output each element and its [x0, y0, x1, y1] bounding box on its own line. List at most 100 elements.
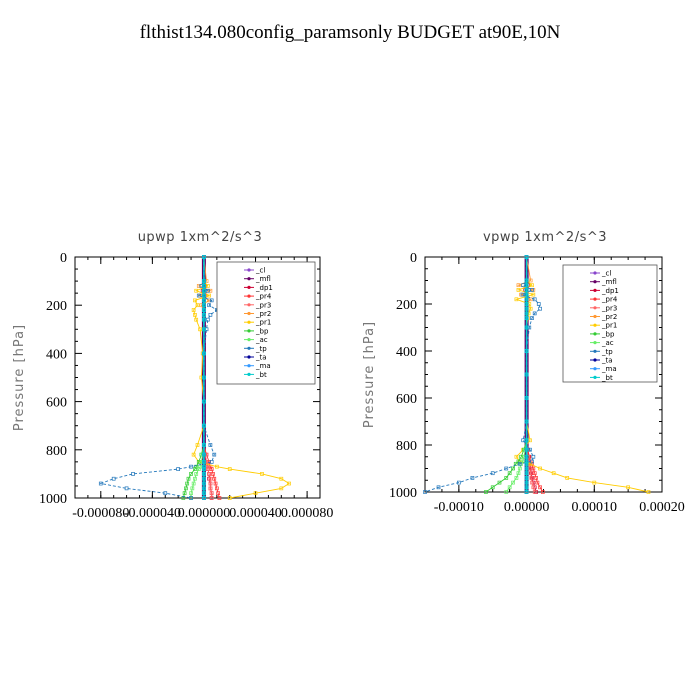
chart-2: vpwp 1xm^2/s^3 Pressure [hPa] 0 200 400 600 80…	[362, 230, 685, 515]
x-tick-label: -0.00010	[434, 500, 484, 515]
data-point	[213, 481, 218, 486]
data-point	[504, 476, 509, 480]
data-point	[517, 466, 522, 471]
legend-marker	[593, 288, 597, 292]
data-point	[279, 476, 284, 481]
data-point	[208, 312, 213, 317]
data-point	[186, 476, 191, 481]
y-tick-label: 400	[396, 345, 417, 360]
data-point	[202, 443, 206, 447]
data-point	[202, 460, 206, 464]
legend-marker	[593, 367, 597, 371]
data-point	[193, 312, 197, 317]
data-point	[528, 471, 533, 476]
data-point	[205, 288, 210, 293]
legend-label: _ma	[255, 362, 271, 370]
data-point	[490, 485, 495, 490]
data-point	[524, 278, 529, 283]
legend-marker	[247, 329, 251, 333]
legend-marker	[593, 349, 597, 353]
page-title: flthist134.080config_paramsonly BUDGET a…	[139, 22, 561, 43]
legend-marker	[593, 341, 597, 345]
data-point	[176, 467, 181, 471]
data-point	[202, 491, 206, 496]
data-point	[189, 472, 193, 476]
data-point	[202, 317, 206, 322]
data-point	[521, 283, 526, 288]
legend-marker	[593, 323, 597, 327]
data-point	[209, 496, 214, 500]
data-point	[436, 485, 441, 490]
data-point	[529, 476, 534, 480]
data-point	[524, 316, 529, 320]
data-point	[202, 298, 206, 303]
legend-marker	[247, 320, 251, 324]
data-point	[209, 491, 214, 496]
legend-label: _mfl	[601, 278, 617, 286]
data-point	[524, 396, 529, 400]
legend-label: _bp	[601, 330, 615, 338]
data-point	[163, 491, 168, 496]
data-point	[530, 316, 534, 320]
data-point	[202, 399, 206, 404]
y-tick-label: 600	[396, 392, 417, 407]
data-point	[202, 423, 206, 428]
data-point	[524, 466, 529, 471]
series-line-bp	[182, 257, 205, 499]
data-point	[524, 297, 529, 302]
data-point	[538, 485, 542, 490]
y-tick-label: 600	[46, 396, 67, 411]
y-tick-label: 200	[46, 299, 67, 314]
data-point	[470, 476, 475, 480]
data-point	[514, 297, 519, 302]
data-point	[532, 297, 537, 302]
data-point	[185, 481, 190, 486]
data-point	[530, 480, 534, 485]
data-point	[202, 312, 206, 317]
data-point	[646, 490, 651, 494]
data-point	[540, 490, 545, 494]
data-point	[208, 288, 213, 293]
data-point	[514, 454, 519, 459]
data-point	[532, 311, 537, 316]
legend-box	[562, 264, 658, 383]
legend-marker	[593, 306, 597, 310]
data-point	[507, 485, 512, 490]
data-point	[532, 471, 537, 476]
data-point	[208, 476, 213, 481]
data-point	[531, 292, 536, 297]
data-point	[205, 284, 210, 288]
data-point	[208, 443, 213, 447]
legend-label: _pr2	[601, 313, 617, 321]
x-tick-label: 0.00020	[639, 500, 685, 515]
data-point	[209, 298, 214, 303]
data-point	[191, 308, 196, 312]
x-tick-label: -0.000040	[124, 506, 181, 521]
data-point	[204, 279, 209, 283]
data-point	[565, 476, 570, 480]
data-point	[194, 472, 199, 476]
legend-label: _mfl	[255, 275, 271, 283]
data-point	[538, 306, 542, 311]
data-point	[524, 490, 529, 494]
legend-marker	[247, 355, 251, 359]
legend-marker	[247, 311, 251, 316]
y-tick-label: 200	[396, 298, 417, 313]
data-point	[524, 476, 529, 480]
data-point	[202, 496, 206, 500]
y-axis-label: Pressure [hPa]	[362, 321, 377, 428]
y-tick-label: 1000	[389, 486, 417, 501]
data-point	[199, 303, 204, 308]
data-point	[202, 476, 206, 481]
data-point	[205, 317, 210, 322]
legend-marker	[247, 303, 251, 307]
data-point	[517, 461, 522, 466]
legend-marker	[247, 372, 251, 376]
legend-label: _cl	[601, 270, 611, 278]
data-point	[217, 496, 222, 500]
data-point	[524, 283, 529, 288]
data-point	[516, 471, 521, 476]
data-point	[202, 452, 206, 457]
data-point	[524, 485, 529, 490]
data-point	[202, 293, 206, 298]
